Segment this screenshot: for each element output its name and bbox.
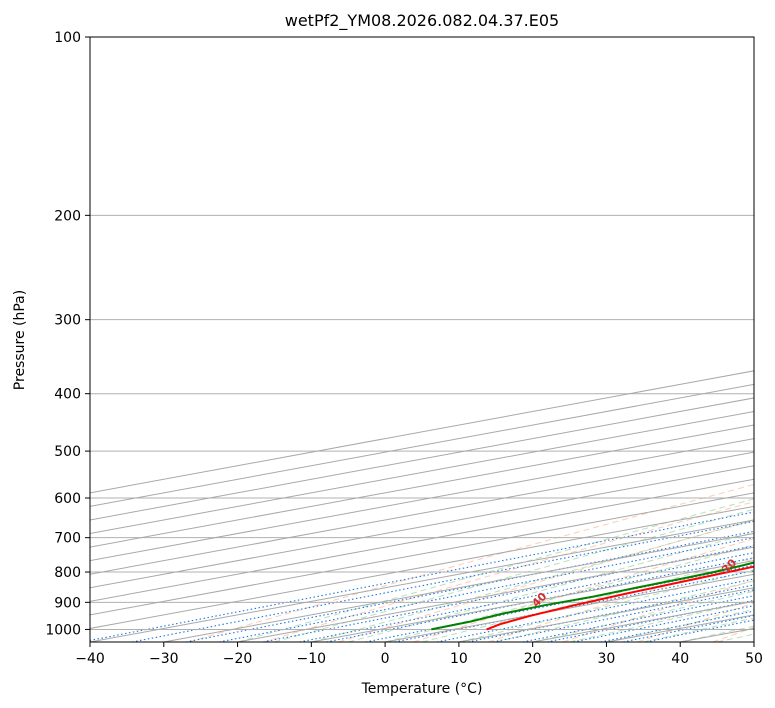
isotherm-gridline xyxy=(90,492,754,616)
isotherm-gridlines xyxy=(90,370,754,642)
y-tick-label: 200 xyxy=(54,208,81,224)
isotherm-gridline xyxy=(90,451,754,575)
x-tick-label: 0 xyxy=(381,651,390,667)
dry-adiabat xyxy=(413,538,754,642)
moist-adiabat xyxy=(421,557,754,642)
x-axis-label: Temperature (°C) xyxy=(361,681,483,697)
y-tick-label: 100 xyxy=(54,30,81,46)
dry-adiabat xyxy=(188,483,754,642)
y-tick-label: 800 xyxy=(54,565,81,581)
isotherm-gridline xyxy=(163,533,754,642)
dry-adiabat xyxy=(338,519,754,642)
y-tick-label: 600 xyxy=(54,491,81,507)
y-tick-label: 900 xyxy=(54,595,81,611)
x-tick-label: 50 xyxy=(745,651,763,667)
isotherm-gridline xyxy=(90,438,754,562)
x-tick-label: 40 xyxy=(671,651,689,667)
y-tick-label: 700 xyxy=(54,531,81,547)
plot-frame xyxy=(89,36,755,643)
mixing-ratio-line xyxy=(326,557,754,642)
dry-adiabat xyxy=(562,579,754,642)
x-tick-label: 10 xyxy=(450,651,468,667)
x-axis: −40 −30 −20 −10 0 10 20 30 40 50 xyxy=(75,642,763,667)
y-axis: 100 200 300 400 500 600 700 800 900 1000 xyxy=(45,30,90,638)
x-tick-label: −10 xyxy=(297,651,327,667)
isotherm-gridline xyxy=(90,519,754,642)
isotherm-gridline xyxy=(90,465,754,589)
x-tick-label: −30 xyxy=(149,651,179,667)
x-tick-label: 30 xyxy=(598,651,616,667)
y-axis-label: Pressure (hPa) xyxy=(12,290,28,390)
isobar-gridlines xyxy=(90,37,754,630)
y-tick-label: 300 xyxy=(54,313,81,329)
y-tick-label: 500 xyxy=(54,444,81,460)
x-tick-label: −20 xyxy=(223,651,253,667)
y-tick-label: 400 xyxy=(54,387,81,403)
moist-adiabat xyxy=(495,580,754,642)
plot-area: -100-90-80-70-60-50-40-30-20-100.10.20.4… xyxy=(90,37,754,642)
isotherm-gridline xyxy=(90,478,754,602)
y-tick-label: 1000 xyxy=(45,622,81,638)
x-tick-label: −40 xyxy=(75,651,105,667)
dry-adiabats xyxy=(188,483,754,642)
mixing-ratio-line xyxy=(436,578,754,642)
mixing-ratio-line xyxy=(299,552,754,642)
isotherm-gridline xyxy=(90,424,754,548)
isotherm-gridline xyxy=(90,505,754,629)
chart-title: wetPf2_YM08.2026.082.04.37.E05 xyxy=(285,11,559,31)
moist-adiabat xyxy=(348,531,754,642)
x-tick-label: 20 xyxy=(524,651,542,667)
